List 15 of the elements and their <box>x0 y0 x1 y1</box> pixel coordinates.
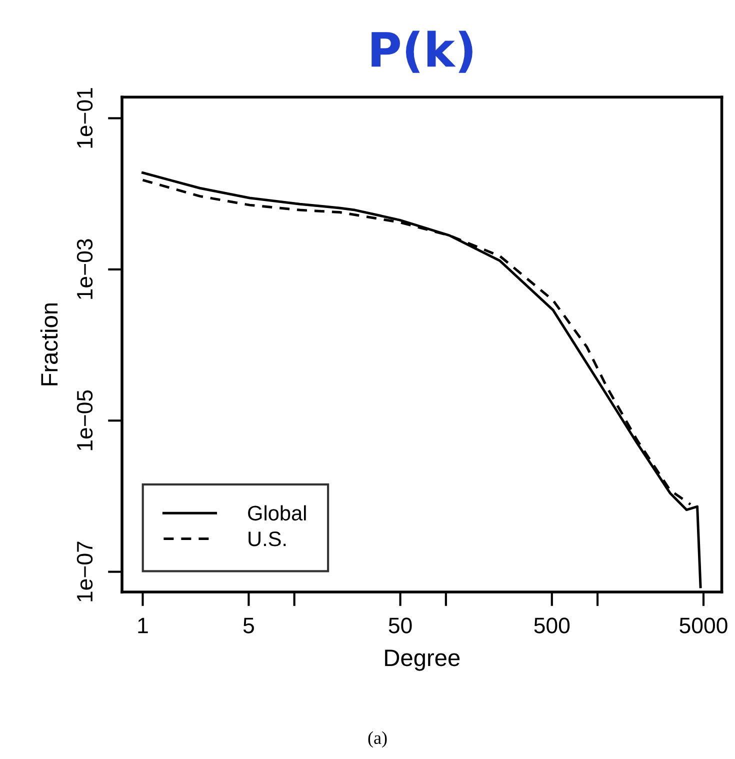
text: (a) <box>368 731 387 748</box>
x-axis-title: Degree <box>385 650 460 671</box>
y-axis-title: Fraction <box>40 303 58 386</box>
y-tick-label: 1e−07 <box>76 542 93 602</box>
y-tick-label: 1e−03 <box>76 239 93 299</box>
x-tick-label: 5000 <box>680 618 728 634</box>
x-tick-label: 500 <box>534 618 570 634</box>
legend-label: Global <box>248 505 306 521</box>
x-tick-label: 1 <box>138 618 148 634</box>
legend-label: U.S. <box>248 531 286 546</box>
chart-title: P(k) <box>372 30 472 73</box>
y-tick-label: 1e−01 <box>76 88 93 148</box>
x-tick-label: 50 <box>388 618 412 634</box>
y-tick-label: 1e−05 <box>76 390 93 450</box>
x-tick-label: 5 <box>243 618 254 634</box>
